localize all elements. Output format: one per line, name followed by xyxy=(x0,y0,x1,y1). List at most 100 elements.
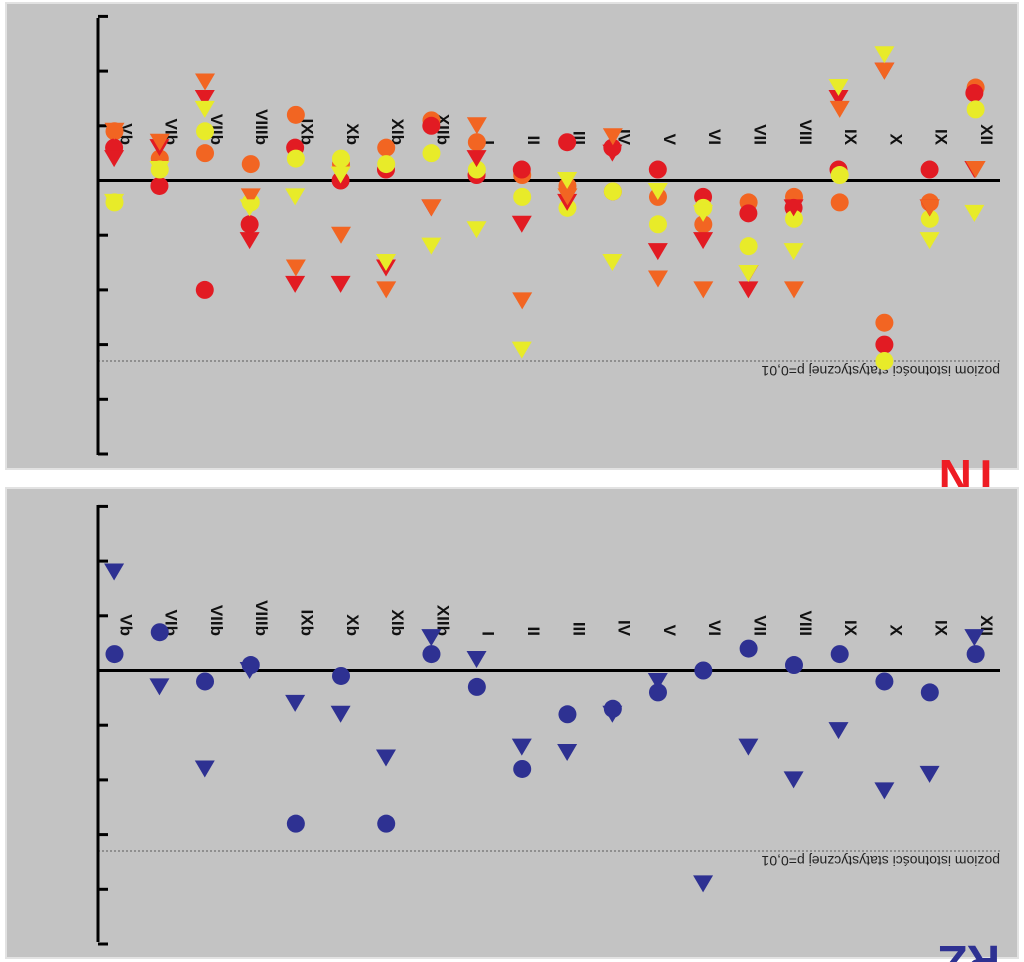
rz-category-label: II xyxy=(524,627,543,636)
tn-yellow-triangle-marker xyxy=(511,341,532,359)
rz-navy-circle-marker xyxy=(739,639,758,658)
tn-yellow-triangle-marker xyxy=(738,264,759,282)
rz-category-label: VI xyxy=(705,620,724,636)
rz-navy-triangle-marker xyxy=(602,705,623,723)
tn-red-circle-marker xyxy=(648,160,667,179)
tn-orange-triangle-marker xyxy=(693,281,714,299)
rz-navy-triangle-marker xyxy=(874,782,895,800)
tn-red-circle-marker xyxy=(739,204,758,223)
tn-orange-triangle-marker xyxy=(829,100,850,118)
rz-category-label: XIb xyxy=(388,610,407,636)
tn-yellow-circle-marker xyxy=(513,187,532,206)
tn-yellow-circle-marker xyxy=(739,237,758,256)
tn-red-circle-marker xyxy=(195,280,214,299)
tn-yellow-circle-marker xyxy=(648,215,667,234)
tn-orange-triangle-marker xyxy=(421,199,442,217)
rz-panel-title: RZ xyxy=(939,936,1000,962)
rz-category-label: VIII xyxy=(796,610,815,636)
rz-navy-circle-marker xyxy=(332,666,350,685)
tn-orange-circle-marker xyxy=(694,215,713,234)
tn-yellow-triangle-marker xyxy=(647,182,668,200)
rz-navy-triangle-marker xyxy=(194,760,215,778)
tn-category-label: IX xyxy=(932,129,951,146)
tn-yellow-triangle-marker xyxy=(557,172,578,189)
tn-category-label: XII xyxy=(977,124,996,145)
tn-category-label: II xyxy=(524,136,543,145)
tn-yellow-circle-marker xyxy=(875,352,894,371)
tn-red-triangle-marker xyxy=(783,199,804,217)
tn-red-circle-marker xyxy=(965,83,984,102)
tn-orange-triangle-marker xyxy=(512,292,533,310)
rz-navy-circle-marker xyxy=(196,672,215,691)
tn-yellow-triangle-marker xyxy=(828,79,849,97)
tn-yellow-triangle-marker xyxy=(783,243,804,261)
rz-navy-circle-marker xyxy=(467,677,486,696)
tn-category-label: I xyxy=(479,140,498,145)
rz-category-label: IX xyxy=(932,620,951,637)
tn-red-circle-marker xyxy=(875,335,894,354)
rz-navy-triangle-marker xyxy=(919,765,940,783)
tn-red-triangle-marker xyxy=(104,150,125,168)
rz-navy-circle-marker xyxy=(785,656,803,675)
rz-panel-background xyxy=(5,487,1019,959)
tn-yellow-circle-marker xyxy=(377,155,396,174)
tn-red-triangle-marker xyxy=(738,281,759,299)
rz-category-label: VIIIb xyxy=(252,600,271,636)
rz-navy-circle-marker xyxy=(422,645,441,664)
tn-orange-triangle-marker xyxy=(602,128,623,146)
rz-chart-panel: XIIIXXIXVIIIVIIVIVIVIIIIIIXIIbXIbXbIXbVI… xyxy=(5,487,1019,962)
tn-yellow-triangle-marker xyxy=(421,237,442,255)
tn-orange-circle-marker xyxy=(286,105,305,124)
tn-category-label: IXb xyxy=(298,119,317,145)
tn-yellow-triangle-marker xyxy=(375,254,396,272)
tn-red-triangle-marker xyxy=(285,275,306,293)
rz-navy-triangle-marker xyxy=(421,629,442,647)
tn-category-label: VIII xyxy=(796,119,815,145)
rz-navy-circle-marker xyxy=(377,814,396,833)
tn-orange-triangle-marker xyxy=(195,73,216,91)
rz-navy-circle-marker xyxy=(920,683,939,702)
rz-navy-triangle-marker xyxy=(330,705,351,723)
tn-yellow-triangle-marker xyxy=(466,221,487,239)
tn-yellow-circle-marker xyxy=(332,149,350,168)
tn-yellow-triangle-marker xyxy=(874,46,895,64)
tn-orange-triangle-marker xyxy=(285,259,306,277)
tn-orange-triangle-marker xyxy=(919,199,940,217)
rz-category-label: I xyxy=(479,631,498,636)
tn-red-triangle-marker xyxy=(239,232,260,250)
tn-yellow-triangle-marker xyxy=(964,204,985,222)
tn-yellow-triangle-marker xyxy=(194,100,215,118)
tn-category-label: X xyxy=(886,134,905,146)
rz-navy-circle-marker xyxy=(105,645,124,664)
tn-yellow-circle-marker xyxy=(830,166,849,185)
tn-yellow-circle-marker xyxy=(920,209,939,228)
rz-category-label: Vb xyxy=(116,614,135,636)
rz-navy-circle-marker xyxy=(150,623,169,642)
rz-navy-circle-marker xyxy=(875,672,894,691)
tn-orange-circle-marker xyxy=(241,155,260,174)
tn-red-circle-marker xyxy=(240,215,259,234)
tn-red-circle-marker xyxy=(512,160,531,179)
rz-navy-circle-marker xyxy=(694,661,713,680)
rz-navy-triangle-marker xyxy=(104,563,125,581)
rz-navy-triangle-marker xyxy=(783,771,804,789)
tn-category-label: VII xyxy=(751,124,770,145)
rz-navy-triangle-marker xyxy=(964,629,985,647)
tn-red-triangle-marker xyxy=(511,215,532,233)
tn-yellow-circle-marker xyxy=(785,209,803,228)
tn-red-triangle-marker xyxy=(647,243,668,261)
tn-chart-panel: XIIIXXIXVIIIVIIVIVIVIIIIIIXIIbXIbXbIXbVI… xyxy=(5,2,1019,502)
rz-category-label: Xb xyxy=(343,614,362,636)
tn-red-circle-marker xyxy=(920,160,939,179)
tn-orange-triangle-marker xyxy=(647,270,668,288)
tn-yellow-circle-marker xyxy=(196,122,215,141)
tn-yellow-triangle-marker xyxy=(330,166,351,184)
rz-category-label: III xyxy=(569,622,588,636)
tn-yellow-triangle-marker xyxy=(693,204,714,222)
tn-yellow-triangle-marker xyxy=(285,188,306,206)
tn-red-triangle-marker xyxy=(828,89,849,107)
tn-significance-label: poziom istotności statystycznej p=0,01 xyxy=(761,363,1000,379)
tn-red-triangle-marker xyxy=(466,150,487,168)
tn-red-triangle-marker xyxy=(330,275,351,293)
tn-yellow-circle-marker xyxy=(603,182,622,201)
